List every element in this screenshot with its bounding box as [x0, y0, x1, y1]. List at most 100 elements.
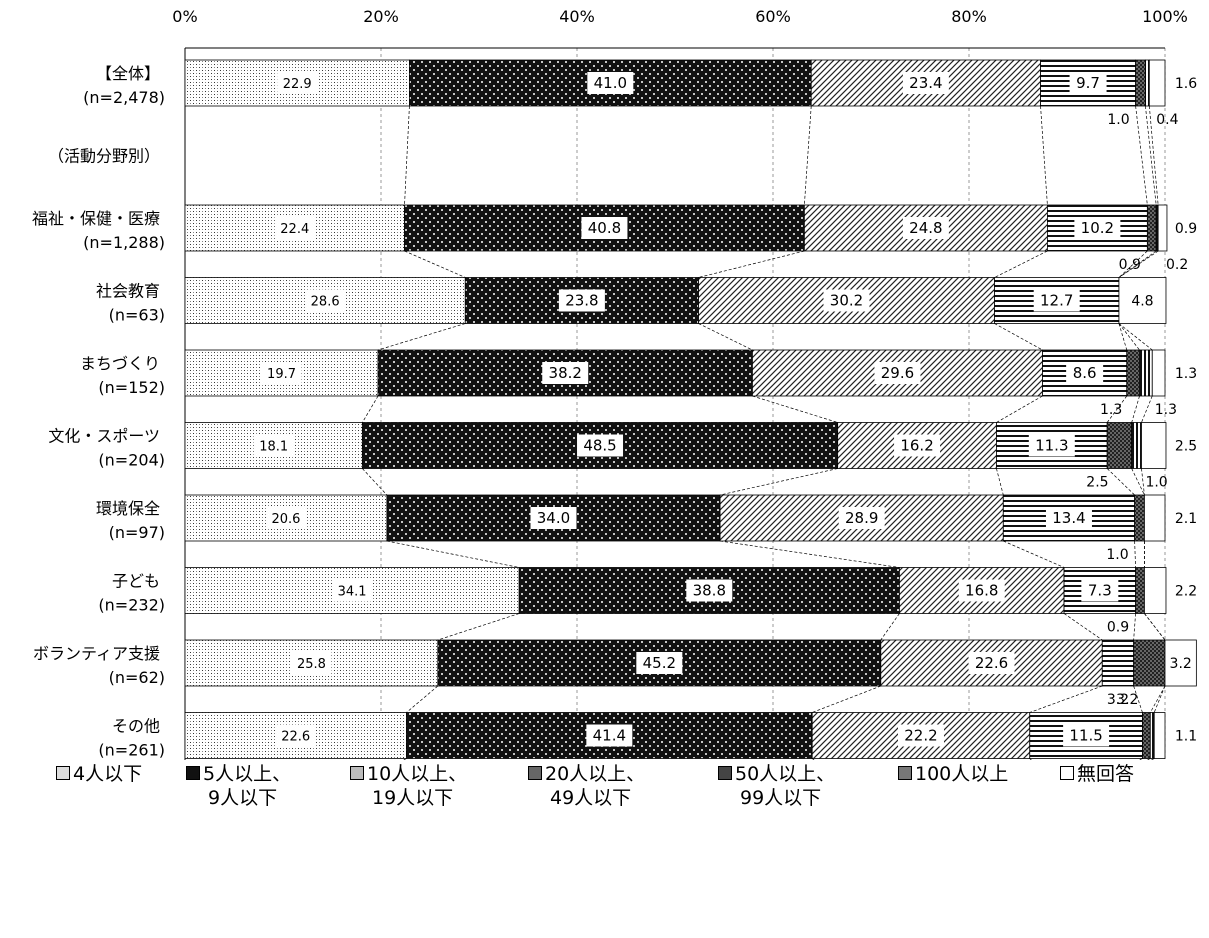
bar-segment: [184, 277, 466, 324]
bar-segment: [1146, 204, 1157, 252]
bar-segment: [1144, 494, 1166, 542]
legend-label: 20人以上、: [545, 763, 646, 785]
connector-line: [1144, 613, 1166, 641]
data-label: 41.4: [593, 727, 626, 745]
legend-swatch-black: [186, 765, 200, 780]
data-label-box: [587, 72, 634, 94]
category-label: 福祉・保健・医療: [32, 209, 160, 228]
data-label-box: [894, 434, 941, 457]
connector-line: [1131, 468, 1145, 496]
data-label: 28.9: [845, 509, 878, 527]
connector-line: [1153, 685, 1166, 713]
data-label: 2.1: [1175, 511, 1197, 527]
data-label: 23.4: [909, 74, 942, 92]
data-label: 38.2: [549, 364, 582, 382]
data-label: 2.2: [1175, 584, 1197, 600]
category-n-label: (n=261): [98, 741, 165, 760]
data-label: 1.3: [1175, 366, 1197, 382]
category-label: 子ども: [112, 572, 160, 591]
data-label-box: [291, 652, 332, 674]
x-tick-label: 80%: [951, 7, 987, 26]
connector-line: [1118, 323, 1140, 351]
stacked-bar-chart: 0% 20% 40% 60% 80% 100% 22.9 41.0 23.4 9.7 1.0 0.4…: [32, 7, 1197, 760]
bar-segment: [1145, 59, 1150, 107]
data-label: 11.5: [1069, 727, 1102, 745]
data-label-box: [1045, 507, 1092, 529]
data-label-outside: 1.0: [1107, 112, 1129, 128]
data-label: 22.9: [283, 77, 312, 92]
x-tick-label: 100%: [1142, 7, 1188, 26]
data-label: 41.0: [594, 74, 627, 92]
legend-item-10-19: 10人以上、 19人以下: [350, 762, 467, 810]
connector-line: [804, 105, 812, 206]
x-tick-label: 60%: [755, 7, 791, 26]
x-tick-label: 40%: [559, 7, 595, 26]
legend-item-50-99: 50人以上、 99人以下: [718, 762, 835, 810]
category-n-label: (n=152): [98, 378, 165, 397]
legend-label-line2: 99人以下: [740, 787, 822, 809]
data-label: 29.6: [881, 364, 914, 382]
data-label: 19.7: [267, 367, 296, 382]
data-label-outside: 1.3: [1100, 402, 1122, 418]
category-label: その他: [112, 717, 160, 736]
bar-segment: [899, 567, 1065, 614]
data-label-box: [530, 507, 577, 529]
bar-segment: [1151, 349, 1166, 397]
connector-line: [362, 395, 379, 423]
bar-segment: [1142, 712, 1151, 759]
data-label: 16.2: [900, 437, 933, 455]
data-label-box: [874, 362, 921, 384]
category-n-label: (n=204): [98, 451, 165, 470]
connector-line: [1134, 540, 1136, 568]
bar-segment: [1149, 712, 1155, 759]
category-n-label: (n=232): [98, 596, 165, 615]
bar-segment: [1134, 494, 1145, 542]
legend-item-no-answer: 無回答: [1060, 762, 1134, 786]
connector-line: [404, 105, 410, 206]
data-label: 22.6: [281, 730, 310, 745]
connector-line: [1106, 395, 1128, 423]
connector-line: [1003, 540, 1065, 568]
bar-segment: [1126, 349, 1140, 397]
connector-line: [1063, 613, 1103, 641]
connector-line: [1141, 468, 1145, 496]
connector-line: [386, 540, 520, 568]
connector-line: [437, 613, 520, 641]
data-label: 12.7: [1040, 292, 1073, 310]
legend-swatch-dotted: [56, 765, 70, 780]
connector-line: [404, 250, 466, 278]
connector-line: [1118, 323, 1153, 351]
data-label: 18.1: [259, 440, 288, 455]
data-label: 30.2: [830, 292, 863, 310]
data-label: 24.8: [909, 219, 942, 237]
bar-segment: [1153, 712, 1166, 759]
data-label-box: [902, 217, 949, 239]
data-label-box: [1066, 362, 1104, 384]
legend: 4人以下 5人以上、 9人以下 10人以上、 19人以下 20人以上、 49人以…: [0, 758, 1209, 838]
connector-line: [377, 323, 466, 351]
connector-line: [720, 468, 838, 496]
data-label-box: [958, 579, 1005, 602]
bar-segment: [404, 204, 805, 252]
data-label: 13.4: [1052, 509, 1085, 527]
bar-segment: [1133, 639, 1166, 687]
data-label: 0.9: [1175, 221, 1197, 237]
data-label: 2.5: [1175, 439, 1197, 455]
data-label: 34.1: [338, 585, 367, 600]
connector-line: [1131, 395, 1140, 423]
bar-segment: [1106, 422, 1133, 469]
data-label-box: [577, 434, 624, 457]
data-label-box: [305, 289, 346, 312]
data-label: 4.8: [1131, 294, 1153, 310]
data-label: 1.6: [1175, 76, 1197, 92]
category-label: 【全体】: [96, 64, 160, 83]
connector-line: [752, 395, 838, 423]
legend-label: 100人以上: [915, 763, 1009, 785]
connector-line: [1149, 685, 1166, 713]
legend-item-20-49: 20人以上、 49人以下: [528, 762, 645, 810]
data-label-outside: 3.2: [1116, 692, 1138, 708]
data-label-box: [261, 362, 302, 384]
data-label-box: [1063, 724, 1110, 747]
data-label-box: [897, 724, 944, 747]
bar-segment: [1101, 639, 1135, 687]
